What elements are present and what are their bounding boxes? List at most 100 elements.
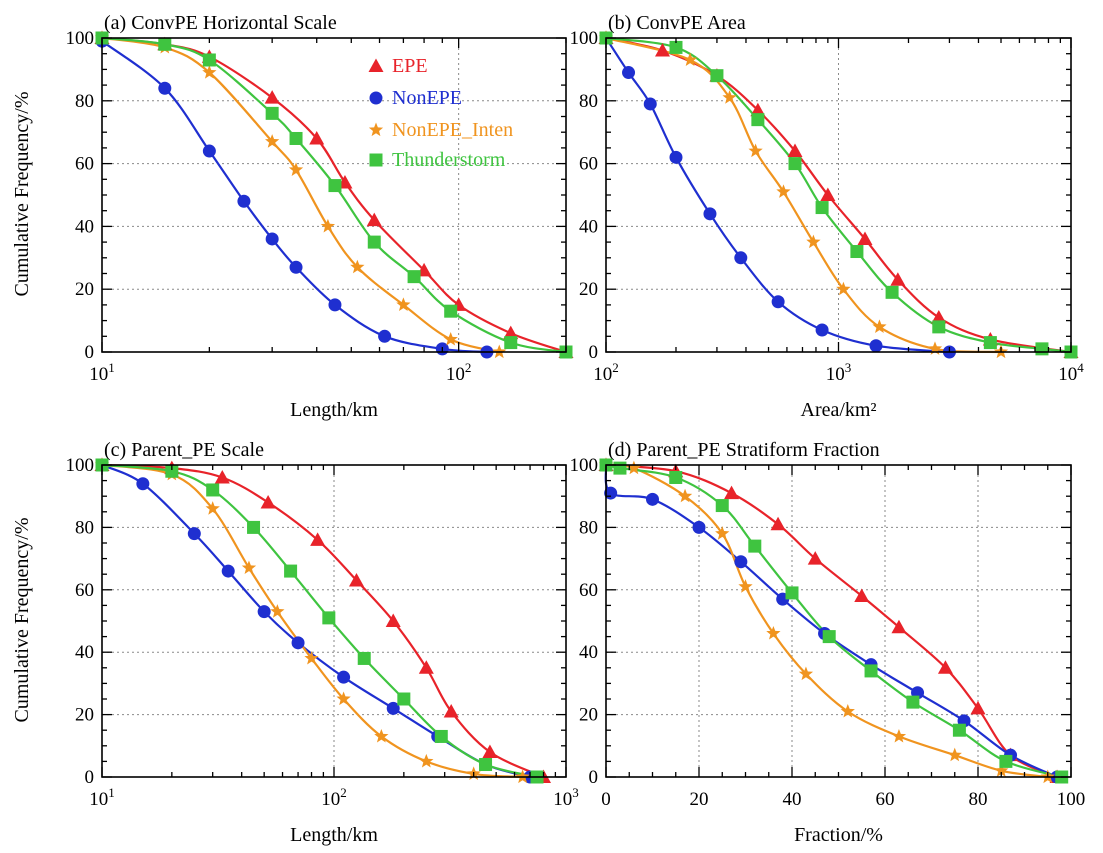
y-axis-label-top: Cumulative Frequency/%: [11, 92, 33, 297]
panel-2-point-epe: [214, 469, 230, 484]
panel-2-xtick-label: 103: [553, 785, 579, 810]
panel-2-title: (c) Parent_PE Scale: [104, 439, 264, 461]
legend-marker-square-icon: [369, 153, 383, 167]
panel-1-point-thunderstorm: [1035, 342, 1049, 356]
panel-0-point-nonepe-inten: [443, 331, 458, 346]
panel-3-series-line-epe: [605, 463, 1058, 779]
panel-3-xtick-label: 80: [969, 789, 988, 810]
panel-0-ytick-label: 20: [75, 279, 94, 300]
panel-1-point-nonepe: [669, 150, 683, 164]
panel-1-xtick-label: 104: [1058, 360, 1084, 385]
panel-1-point-nonepe-inten: [722, 90, 737, 104]
panel-1-ytick-label: 100: [570, 28, 599, 49]
panel-2-series-line-thunderstorm: [101, 463, 538, 779]
panel-2-point-nonepe: [187, 527, 201, 541]
panel-3-point-epe: [770, 516, 786, 531]
panel-1-point-thunderstorm: [815, 201, 829, 215]
panel-2-ytick-label: 60: [75, 580, 94, 601]
panel-1-point-nonepe-inten: [872, 319, 887, 333]
panel-3-point-thunderstorm: [785, 586, 799, 600]
panel-1-point-thunderstorm: [885, 285, 899, 299]
panel-3-point-nonepe-inten: [840, 703, 855, 718]
panel-3-point-epe: [937, 660, 953, 674]
panel-0-point-thunderstorm: [202, 53, 216, 67]
panel-3-point-thunderstorm: [822, 630, 836, 644]
panel-3-ytick-label: 20: [579, 705, 598, 726]
panel-3-ytick-label: 40: [579, 642, 598, 663]
panel-2-xtick-label: 101: [89, 785, 115, 810]
panel-2-series-line-nonepe-inten: [101, 463, 523, 779]
panel-3-xtick-label: 100: [1057, 789, 1086, 810]
panel-3-point-nonepe-inten: [677, 488, 693, 503]
panel-2-point-nonepe-inten: [241, 560, 257, 575]
panel-2-point-nonepe-inten: [374, 728, 389, 743]
panel-0-point-nonepe: [378, 329, 392, 343]
panel-2-ytick-label: 40: [75, 642, 94, 663]
panel-1-point-thunderstorm: [710, 69, 724, 83]
panel-2-point-nonepe: [257, 605, 271, 619]
panel-1-ytick-label: 40: [579, 216, 598, 237]
panel-1-point-nonepe-inten: [748, 143, 763, 158]
panel-0-point-nonepe-inten: [265, 134, 280, 148]
panel-2-point-thunderstorm: [322, 611, 336, 625]
axes-layer: [101, 37, 1072, 778]
panel-2-point-thunderstorm: [247, 520, 261, 534]
panel-2-x-axis-label: Length/km: [290, 824, 378, 846]
panel-1-point-nonepe: [771, 295, 785, 309]
panel-0-title: (a) ConvPE Horizontal Scale: [104, 12, 337, 34]
legend-marker-epe: [368, 58, 384, 72]
panel-0-point-nonepe: [265, 232, 279, 246]
panel-3-series-line-nonepe: [604, 464, 1058, 778]
panel-2-point-epe: [310, 532, 326, 546]
panel-3-point-nonepe-inten: [626, 460, 642, 475]
panel-3-title: (d) Parent_PE Stratiform Fraction: [608, 439, 880, 461]
panel-1-point-epe: [820, 187, 836, 201]
panel-1-point-thunderstorm: [983, 336, 997, 350]
panel-3-point-thunderstorm: [999, 754, 1013, 768]
panel-1-x-axis-label: Area/km²: [801, 399, 877, 421]
panel-1-xtick-label: 102: [593, 360, 619, 385]
panel-3-xtick-label: 0: [601, 789, 611, 810]
panel-2-point-epe: [482, 744, 498, 759]
panel-0-point-thunderstorm: [265, 106, 279, 120]
panel-1-point-nonepe-inten: [776, 184, 791, 198]
panel-1-ytick-label: 0: [589, 342, 599, 363]
panel-0-point-nonepe-inten: [320, 218, 336, 233]
panel-1-point-thunderstorm: [850, 245, 864, 259]
panel-1-point-nonepe: [815, 323, 829, 337]
panel-2-ytick-label: 80: [75, 517, 94, 538]
panel-0-point-thunderstorm: [367, 235, 381, 249]
legend-marker-circle-icon: [369, 91, 383, 105]
panel-2-point-nonepe: [136, 477, 150, 491]
panel-0-point-nonepe: [289, 260, 303, 274]
panel-0-point-thunderstorm: [444, 304, 458, 318]
panel-2-point-thunderstorm: [357, 651, 371, 665]
panel-2-point-nonepe: [337, 670, 351, 684]
legend-label-nonepe-inten: NonEPE_Inten: [392, 119, 513, 141]
panel-1-point-thunderstorm: [669, 40, 683, 54]
panel-0-ytick-label: 0: [85, 342, 95, 363]
panel-2-point-epe: [443, 703, 459, 718]
panel-2-point-nonepe-inten: [336, 691, 351, 706]
y-axis-label-bottom: Cumulative Frequency/%: [11, 518, 33, 723]
panel-1-series-line-nonepe-inten: [605, 36, 1002, 354]
panel-2-point-nonepe: [386, 701, 400, 715]
panel-2-point-thunderstorm: [206, 483, 220, 497]
panel-0-xtick-label: 101: [89, 360, 115, 385]
panel-3-point-thunderstorm: [715, 499, 729, 513]
panel-2-xtick-label: 102: [321, 785, 347, 810]
panel-0-point-thunderstorm: [158, 37, 172, 51]
panel-1-point-thunderstorm: [788, 157, 802, 171]
panel-0-point-thunderstorm: [407, 270, 421, 284]
panel-0-point-epe: [309, 130, 325, 145]
panel-1-xtick-label: 103: [826, 360, 852, 385]
panel-3-point-thunderstorm: [864, 664, 878, 678]
panel-3-point-nonepe: [734, 555, 748, 569]
series-lines-layer: [101, 36, 1072, 779]
panel-2-point-nonepe-inten: [419, 753, 434, 768]
panel-1-point-nonepe-inten: [806, 234, 821, 249]
panel-0-point-nonepe-inten: [350, 259, 365, 274]
panel-0-point-nonepe-inten: [288, 162, 304, 176]
panel-3-point-nonepe: [692, 520, 706, 534]
panel-0-ytick-label: 40: [75, 216, 94, 237]
